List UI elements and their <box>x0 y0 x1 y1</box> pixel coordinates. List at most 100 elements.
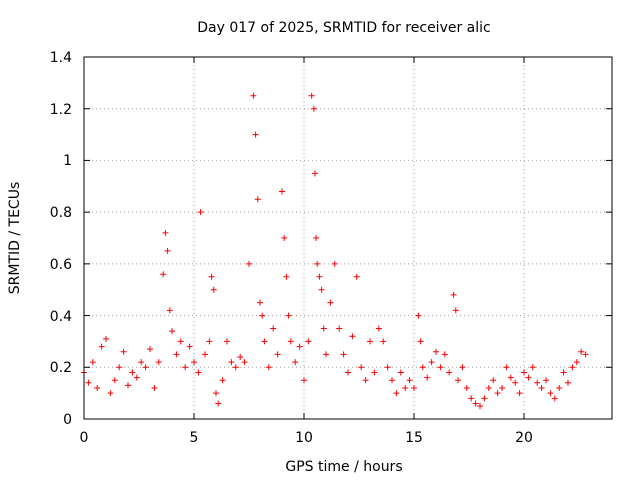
data-point <box>406 377 413 384</box>
x-tick-label: 20 <box>515 430 533 446</box>
data-point <box>210 286 217 293</box>
data-point <box>94 384 101 391</box>
data-point <box>472 400 479 407</box>
data-point <box>283 273 290 280</box>
data-point <box>428 359 435 366</box>
data-point <box>224 338 230 345</box>
plot-frame <box>83 56 613 420</box>
data-point <box>411 384 417 391</box>
data-point <box>340 351 347 358</box>
data-point <box>166 307 173 314</box>
data-point <box>573 359 580 366</box>
data-point <box>424 374 431 381</box>
data-point <box>503 364 510 371</box>
data-point <box>182 364 189 371</box>
data-point <box>228 359 235 366</box>
grid-lines <box>84 57 612 419</box>
data-point <box>349 333 356 340</box>
data-point <box>107 390 114 397</box>
axis-ticks <box>83 56 612 420</box>
data-point <box>481 395 488 402</box>
data-point <box>521 369 527 376</box>
data-point <box>371 369 378 376</box>
data-point <box>98 343 105 350</box>
x-tick-label: 15 <box>405 430 423 446</box>
data-point <box>237 353 244 360</box>
data-point <box>569 364 576 371</box>
data-point <box>402 384 409 391</box>
data-point <box>138 359 145 366</box>
data-point <box>362 377 369 384</box>
data-point <box>155 359 162 366</box>
y-tick-label: 0.2 <box>50 360 72 376</box>
x-tick-label: 10 <box>295 430 313 446</box>
data-point <box>375 325 382 332</box>
data-point <box>331 260 338 267</box>
data-point <box>259 312 266 319</box>
data-point <box>463 384 470 391</box>
data-point <box>151 384 158 391</box>
data-point <box>287 338 294 345</box>
data-point <box>393 390 400 397</box>
data-point <box>507 374 514 381</box>
data-point <box>441 351 448 358</box>
data-point <box>197 209 204 216</box>
data-point <box>389 377 395 384</box>
data-point <box>353 273 360 280</box>
x-axis-label: GPS time / hours <box>285 459 402 475</box>
data-point <box>173 351 180 358</box>
data-point <box>415 312 422 319</box>
data-point <box>129 369 136 376</box>
data-point <box>111 377 118 384</box>
x-tick-label: 5 <box>190 430 199 446</box>
data-point <box>452 307 459 314</box>
data-point <box>419 364 426 371</box>
data-point <box>85 379 92 386</box>
data-point <box>468 395 475 402</box>
data-point <box>455 377 461 384</box>
data-point <box>164 247 171 254</box>
data-point <box>116 364 123 371</box>
data-point <box>367 338 373 345</box>
data-point <box>446 369 453 376</box>
data-point <box>494 390 501 397</box>
data-point <box>279 188 285 195</box>
data-point <box>125 382 131 389</box>
data-point <box>525 374 532 381</box>
data-point <box>219 377 226 384</box>
data-point <box>459 364 466 371</box>
data-point <box>147 346 153 353</box>
data-point <box>358 364 365 371</box>
data-point <box>380 338 387 345</box>
y-tick-label: 1.2 <box>50 102 72 118</box>
data-point <box>450 291 457 298</box>
data-point <box>323 351 329 358</box>
data-point <box>285 312 292 319</box>
data-point <box>133 374 140 381</box>
data-point <box>582 351 589 358</box>
y-axis-label: SRMTID / TECUs <box>7 182 23 295</box>
x-tick-label: 0 <box>80 430 89 446</box>
data-point <box>314 260 321 267</box>
data-point <box>312 170 318 177</box>
data-point <box>265 364 272 371</box>
data-point <box>241 359 248 366</box>
y-tick-label: 0 <box>63 412 72 428</box>
data-point <box>254 196 261 203</box>
data-point <box>195 369 202 376</box>
data-point <box>257 299 263 306</box>
data-point <box>296 343 303 350</box>
data-point <box>191 359 197 366</box>
y-tick-label: 0.4 <box>50 309 72 325</box>
data-point <box>516 390 523 397</box>
data-point <box>345 369 351 376</box>
data-point <box>565 379 571 386</box>
data-point <box>305 338 312 345</box>
data-point <box>320 325 327 332</box>
data-point <box>433 348 439 355</box>
data-point <box>246 260 252 267</box>
data-point <box>551 395 558 402</box>
chart-title: Day 017 of 2025, SRMTID for receiver ali… <box>197 20 490 36</box>
y-tick-label: 1.4 <box>50 50 72 66</box>
